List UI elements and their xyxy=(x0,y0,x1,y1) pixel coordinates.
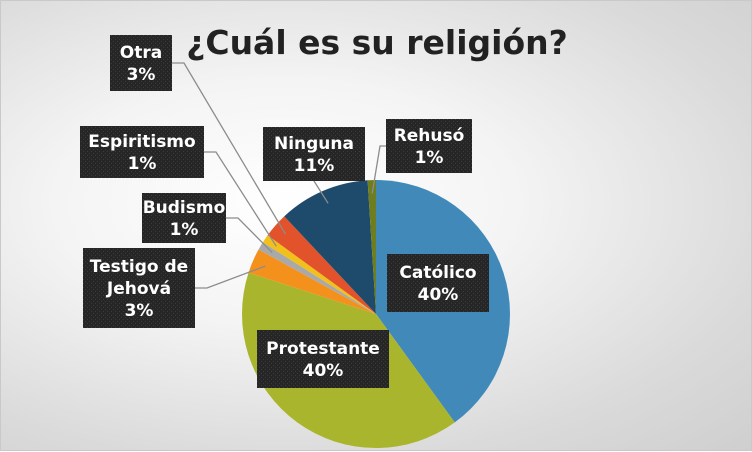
data-label-value: 11% xyxy=(294,156,335,176)
leader-line-ninguna xyxy=(313,180,329,204)
pie-slice-otra xyxy=(267,216,376,314)
leader-line-espiritismo xyxy=(204,151,277,247)
data-label-box xyxy=(387,254,489,312)
data-label-value: 40% xyxy=(418,285,459,305)
leader-line-budismo xyxy=(226,217,273,254)
data-label-box xyxy=(142,193,226,243)
pie-slice-espiritismo xyxy=(262,235,376,314)
data-label-category: Católico xyxy=(399,263,476,283)
chart-title: ¿Cuál es su religión? xyxy=(186,23,568,62)
data-label-value: 3% xyxy=(127,65,156,85)
data-label-category: Jehová xyxy=(106,279,171,299)
data-label-value: 1% xyxy=(128,154,157,174)
pie-slice-testigo-de-jehova xyxy=(248,249,376,314)
data-label-value: 40% xyxy=(303,361,344,381)
data-label-category: Otra xyxy=(120,43,162,63)
leader-line-rehuso xyxy=(371,145,386,194)
leader-lines xyxy=(172,62,386,289)
data-label-box xyxy=(110,35,172,91)
data-label-category: Rehusó xyxy=(394,126,465,146)
data-label-box xyxy=(257,330,389,388)
data-label-value: 1% xyxy=(170,220,199,240)
data-label-category: Budismo xyxy=(143,198,226,218)
data-label-box xyxy=(80,126,204,178)
data-label-box xyxy=(386,119,472,173)
leader-line-otra xyxy=(172,62,287,235)
leader-line-testigo-de-jehova xyxy=(195,265,266,289)
pie-slice-rehuso xyxy=(367,180,376,314)
data-label-category: Protestante xyxy=(266,339,380,359)
data-label-value: 1% xyxy=(415,148,444,168)
pie-slices xyxy=(242,180,510,448)
data-label-category: Ninguna xyxy=(274,134,354,154)
data-label-category: Espiritismo xyxy=(88,132,195,152)
data-label-category: Testigo de xyxy=(90,257,188,277)
data-label-value: 3% xyxy=(125,301,154,321)
pie-slice-ninguna xyxy=(284,180,376,314)
data-label-box xyxy=(263,127,365,181)
data-label-box xyxy=(83,248,195,328)
pie-slice-budismo xyxy=(258,242,376,314)
